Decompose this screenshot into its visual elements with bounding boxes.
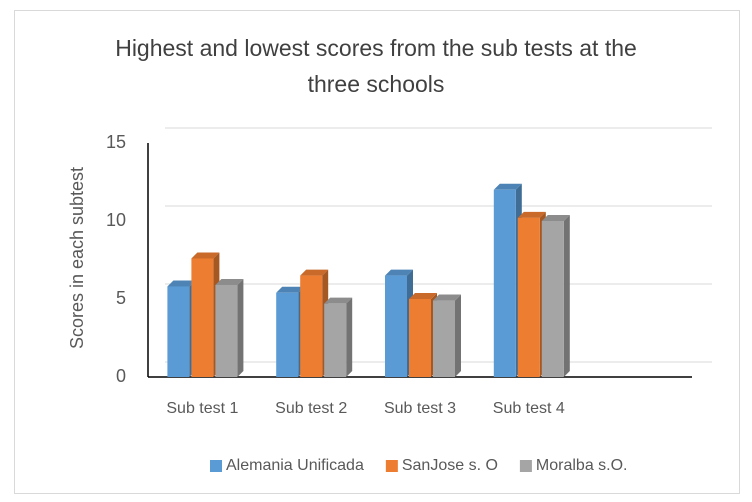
bar-front bbox=[385, 275, 407, 377]
bar-front bbox=[300, 275, 323, 377]
bar bbox=[517, 211, 546, 377]
legend-label: Moralba s.O. bbox=[536, 457, 628, 474]
y-tick-label: 15 bbox=[106, 132, 126, 152]
bar-front bbox=[215, 284, 238, 377]
x-tick-label: Sub test 4 bbox=[493, 400, 565, 417]
x-tick-label: Sub test 3 bbox=[384, 400, 456, 417]
bar-front bbox=[493, 189, 516, 377]
bar-front bbox=[167, 286, 190, 377]
bar bbox=[493, 183, 522, 377]
bar-top bbox=[167, 280, 196, 287]
legend-swatch bbox=[519, 460, 532, 472]
bar bbox=[324, 297, 353, 377]
y-axis-label: Scores in each subtest bbox=[67, 167, 87, 349]
bar-top bbox=[517, 211, 546, 218]
chart-title: Highest and lowest scores from the sub t… bbox=[115, 35, 637, 97]
bar-top bbox=[493, 183, 522, 190]
bar-top bbox=[215, 278, 244, 285]
bar-top bbox=[324, 297, 353, 304]
bar-front bbox=[409, 299, 431, 377]
bar bbox=[215, 278, 244, 377]
bar-front bbox=[191, 258, 214, 377]
bar-side bbox=[237, 278, 244, 377]
bar-top bbox=[409, 293, 437, 299]
bar-side bbox=[455, 294, 461, 377]
bar-top bbox=[300, 269, 329, 276]
bar-side bbox=[346, 297, 353, 377]
bar-top bbox=[433, 294, 461, 301]
bar-front bbox=[541, 221, 564, 377]
legend-label: SanJose s. O bbox=[402, 457, 498, 474]
bar-top bbox=[276, 286, 305, 293]
bar bbox=[300, 269, 329, 377]
bar bbox=[276, 286, 305, 377]
bar bbox=[541, 215, 570, 377]
x-tick-label: Sub test 1 bbox=[166, 400, 238, 417]
bar-front bbox=[433, 300, 455, 377]
y-tick-label: 5 bbox=[116, 288, 126, 308]
bar-front bbox=[324, 303, 347, 377]
y-tick-label: 0 bbox=[116, 366, 126, 386]
y-tick-label: 10 bbox=[106, 210, 126, 230]
bar bbox=[167, 280, 196, 377]
legend-label: Alemania Unificada bbox=[226, 457, 364, 474]
bar-side bbox=[563, 215, 570, 377]
bar bbox=[433, 294, 461, 377]
legend-swatch bbox=[385, 460, 398, 472]
bar-top bbox=[541, 215, 570, 221]
bar-front bbox=[276, 292, 299, 377]
legend-swatch bbox=[210, 460, 222, 472]
bar-top bbox=[385, 269, 413, 276]
bar bbox=[385, 269, 413, 377]
chart-border bbox=[14, 10, 740, 494]
title-box: Highest and lowest scores from the sub t… bbox=[115, 35, 637, 97]
bar bbox=[409, 293, 437, 377]
bar-top bbox=[191, 252, 220, 259]
bar bbox=[191, 252, 220, 377]
bar-front bbox=[517, 217, 540, 377]
x-tick-label: Sub test 2 bbox=[275, 400, 347, 417]
